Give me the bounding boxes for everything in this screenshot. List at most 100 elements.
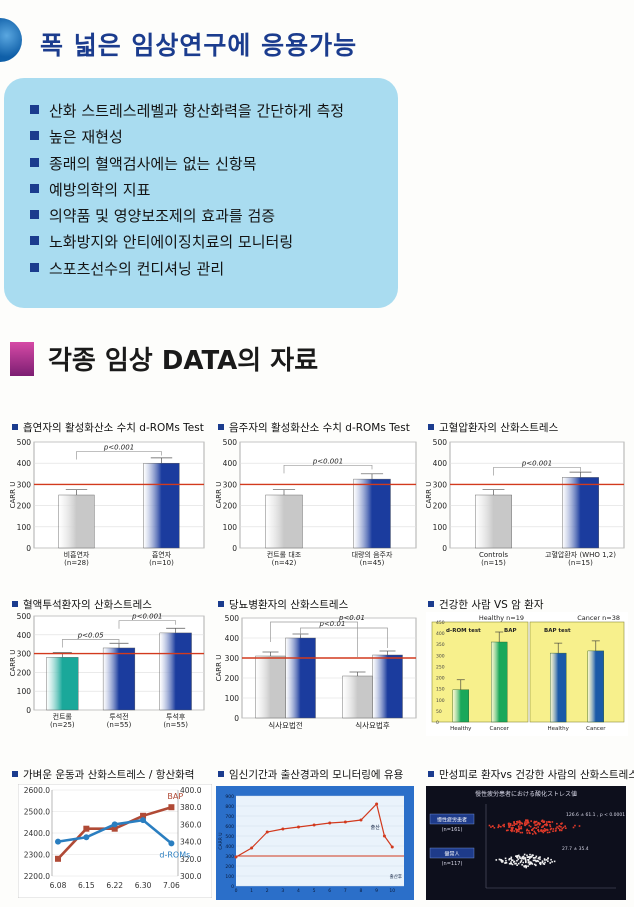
data-point: [507, 822, 510, 825]
data-point: [542, 821, 544, 823]
tick-label: 0: [235, 888, 238, 894]
data-point: [529, 857, 531, 860]
bar: [143, 463, 180, 549]
significance-bracket: [493, 467, 581, 476]
tick-label: 8: [360, 888, 363, 894]
data-point: [502, 824, 504, 827]
category-sublabel: (n=25): [50, 721, 75, 729]
data-point: [375, 802, 379, 806]
tick-label: 0: [234, 714, 239, 723]
data-point: [516, 823, 518, 825]
data-point: [516, 856, 518, 858]
category-label: 식사요법후: [355, 720, 390, 730]
tick-label: 300.0: [180, 872, 202, 881]
tick-label: 10: [389, 888, 395, 894]
data-point: [574, 824, 576, 827]
panel-note: BAP test: [544, 628, 571, 634]
tick-label: 150: [436, 687, 445, 693]
p-value-label: p<0.001: [312, 457, 343, 465]
data-point: [525, 865, 528, 868]
bar: [342, 675, 373, 719]
panel-background: [529, 621, 625, 723]
data-point: [518, 821, 520, 824]
data-point: [500, 825, 502, 828]
feature-text: 스포츠선수의 컨디셔닝 관리: [49, 259, 225, 278]
legend-label: BAP: [167, 792, 183, 801]
chart-title: 만성피로 환자vs 건강한 사람의 산화스트레스 치: [439, 769, 634, 781]
category-sublabel: (n=55): [163, 721, 188, 729]
data-point: [529, 862, 531, 864]
data-point: [541, 860, 544, 862]
data-point: [296, 825, 300, 829]
data-point: [511, 824, 514, 827]
data-point: [543, 863, 546, 865]
data-point: [510, 858, 512, 860]
bullet-square-icon: [218, 771, 224, 777]
tick-label: 800: [225, 804, 234, 810]
tick-label: 6.22: [106, 881, 123, 890]
tick-label: 300: [223, 480, 238, 489]
data-point: [533, 863, 536, 866]
data-point: [250, 846, 254, 850]
data-point: [504, 862, 507, 864]
data-point: [551, 821, 554, 823]
data-point: [509, 824, 512, 827]
data-point: [535, 864, 537, 866]
feature-text: 예방의학의 지표: [49, 180, 151, 199]
inner-title: 慢性疲労患者における酸化ストレス値: [475, 790, 577, 798]
tick-label: 450: [436, 620, 445, 626]
tick-label: 320.0: [180, 855, 202, 864]
bullet-square-icon: [30, 236, 39, 246]
data-point: [527, 861, 530, 864]
bullet-square-icon: [218, 601, 224, 607]
data-point: [532, 859, 535, 862]
axis-label: CARR U: [425, 482, 433, 509]
tick-label: 4: [297, 888, 300, 894]
bar: [452, 689, 469, 723]
data-point: [516, 829, 518, 832]
tick-label: 3: [281, 888, 284, 894]
tick-label: 50: [436, 709, 442, 715]
data-point: [546, 821, 548, 823]
tick-label: 400: [433, 459, 448, 468]
category-label: 고혈압환자 (WHO 1,2): [545, 550, 616, 559]
data-point: [529, 856, 532, 858]
axis-label: CARR U: [215, 655, 223, 682]
panel-note: BAP: [504, 628, 516, 634]
data-point: [503, 823, 505, 826]
data-point: [524, 858, 527, 861]
bullet-square-icon: [30, 131, 39, 141]
tick-label: 700: [225, 814, 234, 820]
bar: [353, 478, 391, 549]
tick-label: 250: [436, 664, 445, 670]
data-point: [510, 827, 513, 829]
data-point: [553, 860, 556, 863]
data-point: [265, 830, 269, 834]
data-point: [511, 830, 513, 833]
data-point: [561, 827, 564, 830]
data-point: [572, 826, 575, 829]
tick-label: 6.30: [135, 881, 152, 890]
data-point: [497, 824, 500, 826]
data-point: [507, 829, 509, 832]
data-point: [528, 824, 531, 827]
chart-caption: 흡연자의 활성화산소 수치 d-ROMs Test: [12, 420, 204, 435]
tick-label: 200: [223, 502, 238, 511]
bullet-square-icon: [428, 424, 434, 430]
feature-panel: 산화 스트레스레벨과 항산화력을 간단하게 측정 높은 재현성 종래의 혈액검사…: [4, 78, 398, 308]
data-point: [531, 833, 534, 835]
bar: [58, 494, 95, 549]
tick-label: 500: [17, 438, 32, 447]
group-sublabel: (n=117): [442, 861, 463, 867]
data-point: [533, 830, 536, 833]
section-title: 각종 임상 DATA의 자료: [48, 346, 319, 376]
bar-chart-smoking: 0 100 200 300 400 500 CARR U 비흡연자(n=28) 흡연자(n=10…: [9, 438, 205, 567]
tick-label: 2600.0: [24, 786, 50, 795]
feature-text: 종래의 혈액검사에는 없는 신항목: [49, 154, 257, 173]
tick-label: 350: [436, 642, 445, 648]
data-point: [515, 862, 517, 865]
data-point: [532, 857, 535, 859]
data-point: [543, 828, 546, 830]
